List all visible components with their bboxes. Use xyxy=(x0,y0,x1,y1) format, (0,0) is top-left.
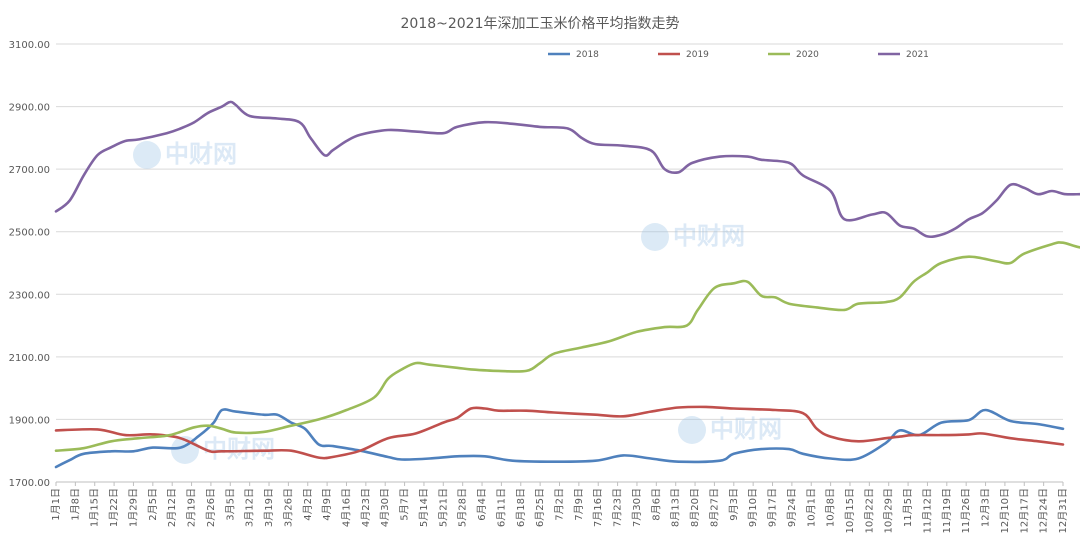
x-tick-label: 4月30日 xyxy=(379,488,391,527)
x-tick-label: 4月9日 xyxy=(321,488,333,521)
x-tick-label: 2月19日 xyxy=(186,488,198,527)
y-axis-ticks: 1700.00 1900.00 2100.00 2300.00 2500.00 2700.… xyxy=(9,40,50,489)
x-tick-label: 9月24日 xyxy=(786,488,798,527)
watermark-text: 中财网 xyxy=(203,435,275,463)
series-line-2020 xyxy=(54,241,1080,452)
watermark-text: 中财网 xyxy=(710,415,782,443)
x-tick-label: 10月1日 xyxy=(805,488,817,527)
legend: 2018 2019 2020 2021 xyxy=(548,50,929,60)
x-tick-label: 6月4日 xyxy=(476,488,488,521)
watermark-circle-icon xyxy=(641,223,669,251)
legend-label-2019: 2019 xyxy=(686,50,709,60)
x-tick-label: 1月29日 xyxy=(127,488,139,527)
x-tick-label: 3月12日 xyxy=(244,488,256,527)
x-tick-label: 12月24日 xyxy=(1038,488,1050,533)
series-line-2018 xyxy=(54,408,1065,469)
y-tick-label: 2100.00 xyxy=(9,353,50,364)
legend-label-2020: 2020 xyxy=(796,50,819,60)
series-line-2021 xyxy=(54,100,1080,239)
y-tick-label: 3100.00 xyxy=(9,40,50,51)
x-tick-label: 10月22日 xyxy=(863,488,875,533)
x-tick-label: 1月8日 xyxy=(69,488,81,521)
x-tick-label: 5月21日 xyxy=(437,488,449,527)
y-tick-label: 2900.00 xyxy=(9,103,50,114)
x-tick-label: 8月20日 xyxy=(689,488,701,527)
watermark-text: 中财网 xyxy=(165,140,237,168)
y-tick-label: 1900.00 xyxy=(9,415,50,426)
chart-title: 2018~2021年深加工玉米价格平均指数走势 xyxy=(401,16,680,32)
x-tick-label: 12月17日 xyxy=(1018,488,1030,533)
x-tick-label: 5月28日 xyxy=(457,488,469,527)
x-axis-ticks: 1月1日 1月8日 1月15日 1月22日 1月29日 2月5日 2月12日 2月19日 2月2… xyxy=(50,482,1069,533)
x-tick-label: 2月5日 xyxy=(147,488,159,521)
watermark-logo: 中财网 xyxy=(678,415,782,444)
watermark-logo: 中财网 xyxy=(641,222,745,251)
y-tick-label: 2300.00 xyxy=(9,290,50,301)
x-tick-label: 7月23日 xyxy=(612,488,624,527)
x-tick-label: 1月1日 xyxy=(50,488,62,521)
x-tick-label: 9月17日 xyxy=(767,488,779,527)
x-tick-label: 11月26日 xyxy=(960,488,972,533)
series-lines xyxy=(54,100,1080,469)
x-tick-label: 4月2日 xyxy=(302,488,314,521)
x-tick-label: 11月5日 xyxy=(902,488,914,527)
y-tick-label: 2700.00 xyxy=(9,165,50,176)
x-tick-label: 6月11日 xyxy=(495,488,507,527)
x-tick-label: 2月12日 xyxy=(166,488,178,527)
x-tick-label: 9月10日 xyxy=(747,488,759,527)
x-tick-label: 5月7日 xyxy=(399,488,411,521)
x-tick-label: 10月8日 xyxy=(825,488,837,527)
x-tick-label: 7月2日 xyxy=(554,488,566,521)
x-tick-label: 3月5日 xyxy=(224,488,236,521)
x-tick-label: 6月25日 xyxy=(534,488,546,527)
x-tick-label: 3月19日 xyxy=(263,488,275,527)
x-tick-label: 1月22日 xyxy=(108,488,120,527)
x-tick-label: 10月29日 xyxy=(883,488,895,533)
x-tick-label: 2月26日 xyxy=(205,488,217,527)
y-tick-label: 2500.00 xyxy=(9,228,50,239)
x-tick-label: 12月3日 xyxy=(980,488,992,527)
watermark-circle-icon xyxy=(678,416,706,444)
watermark-circle-icon xyxy=(133,141,161,169)
x-tick-label: 10月15日 xyxy=(844,488,856,533)
x-tick-label: 11月12日 xyxy=(921,488,933,533)
x-tick-label: 12月31日 xyxy=(1057,488,1069,533)
legend-label-2021: 2021 xyxy=(906,50,929,60)
x-tick-label: 4月23日 xyxy=(360,488,372,527)
x-tick-label: 8月13日 xyxy=(670,488,682,527)
x-tick-label: 9月3日 xyxy=(728,488,740,521)
x-tick-label: 11月19日 xyxy=(941,488,953,533)
series-line-2019 xyxy=(54,405,1065,460)
x-tick-label: 7月9日 xyxy=(573,488,585,521)
x-tick-label: 3月26日 xyxy=(282,488,294,527)
x-tick-label: 6月18日 xyxy=(515,488,527,527)
x-tick-label: 7月16日 xyxy=(592,488,604,527)
y-tick-label: 1700.00 xyxy=(9,478,50,489)
x-tick-label: 8月6日 xyxy=(650,488,662,521)
x-tick-label: 1月15日 xyxy=(89,488,101,527)
x-tick-label: 7月30日 xyxy=(631,488,643,527)
x-tick-label: 8月27日 xyxy=(708,488,720,527)
x-tick-label: 12月10日 xyxy=(999,488,1011,533)
x-tick-label: 4月16日 xyxy=(340,488,352,527)
legend-label-2018: 2018 xyxy=(576,50,599,60)
watermark-logo: 中财网 xyxy=(133,140,237,169)
x-tick-label: 5月14日 xyxy=(418,488,430,527)
watermark-text: 中财网 xyxy=(673,222,745,250)
